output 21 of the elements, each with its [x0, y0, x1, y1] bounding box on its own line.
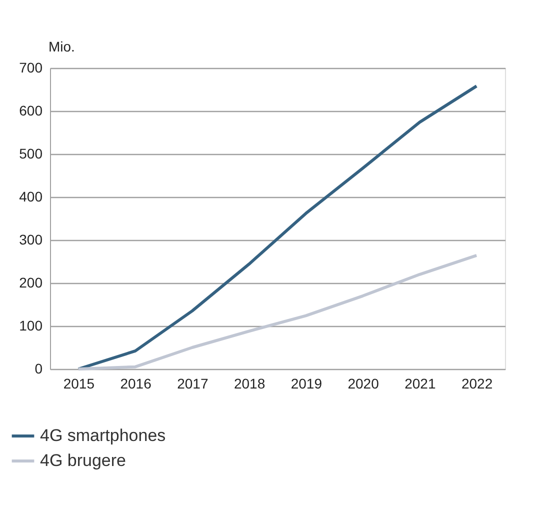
line-series: [76, 84, 478, 370]
y-tick-label: 200: [19, 274, 43, 290]
x-tick-label: 2019: [290, 376, 322, 392]
y-tick-label: 500: [19, 146, 43, 162]
y-tick-label: 300: [19, 232, 43, 248]
x-tick-label: 2020: [348, 376, 380, 392]
legend-label: 4G brugere: [40, 451, 126, 470]
x-tick-label: 2021: [404, 376, 436, 392]
y-tick-label: 0: [34, 360, 43, 376]
x-tick-label: 2018: [234, 376, 266, 392]
y-tick-label: 100: [19, 318, 43, 334]
x-tick-label: 2015: [63, 376, 95, 392]
y-tick-label: 600: [19, 102, 43, 118]
y-tick-label: 400: [19, 188, 43, 204]
y-axis-title: Mio.: [48, 38, 75, 54]
legend-label: 4G smartphones: [40, 426, 166, 445]
y-tick-label: 700: [19, 60, 43, 76]
x-tick-label: 2022: [461, 376, 493, 392]
x-tick-label: 2016: [120, 376, 152, 392]
line-series: [76, 254, 478, 370]
x-tick-label: 2017: [177, 376, 208, 392]
